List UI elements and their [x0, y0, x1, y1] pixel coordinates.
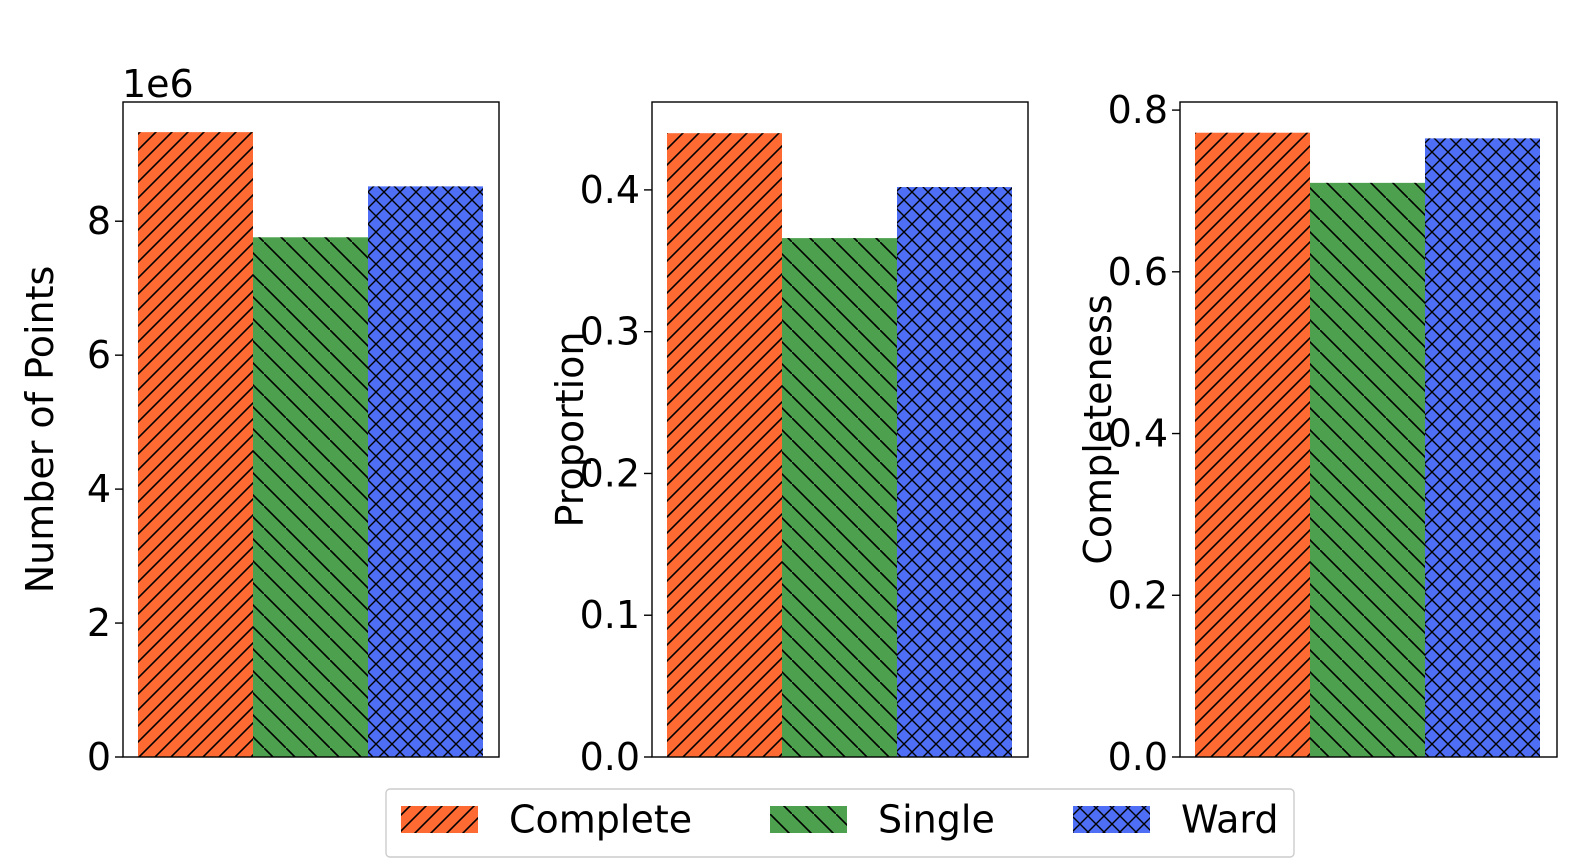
y-tick-label-panel-3: 0.0 — [1108, 735, 1168, 779]
y-axis-label-panel-2: Proportion — [548, 331, 592, 527]
legend-item-single: Single — [770, 798, 995, 842]
y-tick-label-panel-3: 0.4 — [1108, 412, 1168, 456]
bar-ward-hatch-panel-2 — [897, 187, 1012, 757]
legend-swatch-hatch-ward — [1073, 806, 1150, 833]
bar-ward-hatch-panel-3 — [1425, 138, 1540, 757]
y-tick-label-panel-2: 0.1 — [580, 593, 640, 637]
legend-swatch-hatch-single — [770, 806, 847, 833]
chart-panel-3: 0.0 0.2 0.4 0.6 0.8 Completeness — [1076, 88, 1558, 779]
y-tick-label-panel-2: 0.4 — [580, 168, 640, 212]
axes-frame-panel-2 — [651, 101, 1029, 758]
legend-item-complete: Complete — [401, 798, 692, 842]
bar-single-hatch-panel-1 — [253, 237, 368, 757]
y-tick-label-panel-3: 0.6 — [1108, 250, 1168, 294]
y-tick-label-panel-1: 8 — [87, 199, 111, 243]
bar-complete-hatch-panel-2 — [667, 133, 782, 757]
y-tick-label-panel-1: 0 — [87, 735, 111, 779]
bar-ward-hatch-panel-1 — [368, 186, 483, 758]
axes-frame-panel-3 — [1179, 101, 1558, 758]
y-tick-label-panel-2: 0.0 — [580, 735, 640, 779]
y-tick-label-panel-1: 4 — [87, 467, 111, 511]
y-tick-label-panel-2: 0.2 — [580, 451, 640, 495]
y-axis-offset-text: 1e6 — [122, 62, 194, 106]
y-axis-label-panel-3: Completeness — [1076, 294, 1120, 564]
bar-complete-hatch-panel-3 — [1195, 132, 1310, 757]
y-axis-label-panel-1: Number of Points — [18, 266, 62, 594]
legend-label-complete: Complete — [509, 798, 692, 842]
legend-item-ward: Ward — [1073, 798, 1279, 842]
chart-panel-2: 0.0 0.1 0.2 0.3 0.4 Proportion — [548, 101, 1029, 779]
axes-frame-panel-1 — [122, 101, 500, 758]
chart-panel-1: 0 2 4 6 8 Number of Points 1e6 — [18, 62, 500, 779]
legend-swatch-hatch-complete — [401, 806, 478, 833]
y-tick-label-panel-1: 6 — [87, 333, 111, 377]
y-tick-label-panel-3: 0.8 — [1108, 88, 1168, 132]
bar-single-hatch-panel-2 — [782, 238, 897, 758]
y-tick-label-panel-3: 0.2 — [1108, 573, 1168, 617]
legend-label-ward: Ward — [1181, 798, 1279, 842]
bar-single-hatch-panel-3 — [1310, 182, 1425, 757]
legend: Complete Single Ward — [385, 788, 1295, 858]
bar-complete-hatch-panel-1 — [138, 132, 253, 757]
legend-label-single: Single — [878, 798, 995, 842]
y-tick-label-panel-2: 0.3 — [580, 310, 640, 354]
y-tick-label-panel-1: 2 — [87, 601, 111, 645]
